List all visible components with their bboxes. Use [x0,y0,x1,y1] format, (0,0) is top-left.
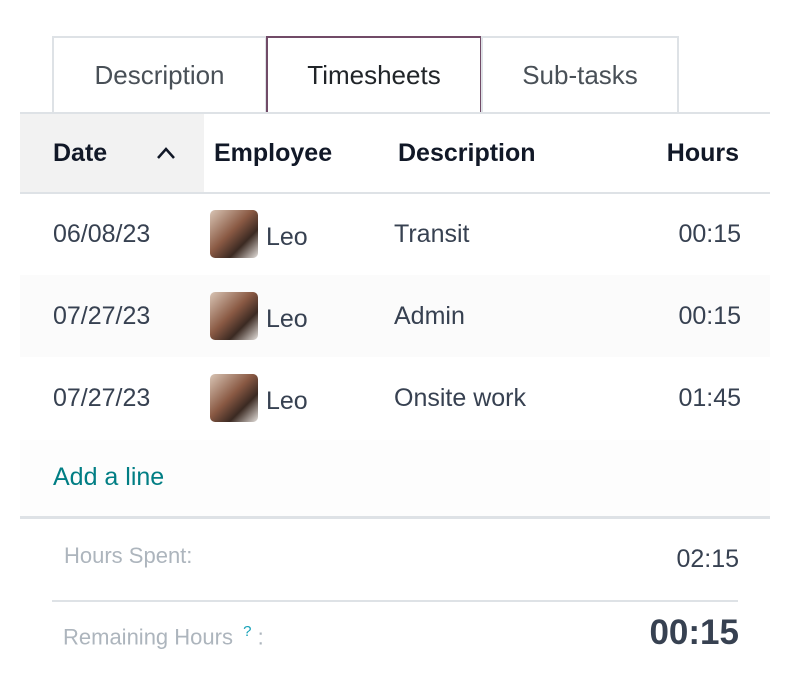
employee-name: Leo [266,386,308,415]
tab-sub-tasks[interactable]: Sub-tasks [481,36,679,113]
tab-description[interactable]: Description [52,36,267,113]
column-header-employee[interactable]: Employee [214,138,333,167]
colon: : [257,624,264,650]
add-a-line-link[interactable]: Add a line [53,463,165,491]
cell-employee: Leo [210,357,308,439]
table-row[interactable]: 07/27/23 Leo Onsite work 01:45 [20,357,770,439]
cell-hours: 00:15 [678,301,741,330]
hours-spent-label: Hours Spent: [64,543,193,568]
cell-date: 07/27/23 [53,383,151,412]
remaining-hours-value: 00:15 [649,613,739,652]
table-row[interactable]: 06/08/23 Leo Transit 00:15 [20,193,770,275]
cell-employee: Leo [210,275,308,357]
employee-name: Leo [266,304,308,333]
divider [20,112,770,114]
cell-date: 06/08/23 [53,219,151,248]
cell-description: Transit [394,219,470,248]
divider [20,516,770,519]
date-header-label: Date [53,138,108,167]
cell-hours: 00:15 [678,219,741,248]
cell-hours: 01:45 [678,383,741,412]
table-header: Date Employee Description Hours [20,114,770,192]
help-icon[interactable]: ? [243,623,252,640]
employee-name: Leo [266,222,308,251]
chevron-up-icon [157,147,175,159]
divider [20,192,770,194]
column-header-date[interactable]: Date [20,114,204,192]
cell-description: Admin [394,301,465,330]
column-header-description[interactable]: Description [398,138,536,167]
remaining-hours-text: Remaining Hours [63,624,233,650]
tab-timesheets[interactable]: Timesheets [266,36,482,113]
avatar [210,292,258,340]
divider [52,600,738,602]
remaining-hours-label: Remaining Hours ? : [63,623,264,650]
cell-description: Onsite work [394,383,526,412]
tab-bar: Description Timesheets Sub-tasks [52,36,679,113]
column-header-hours[interactable]: Hours [666,138,739,167]
cell-date: 07/27/23 [53,301,151,330]
hours-spent-value: 02:15 [676,545,739,573]
avatar [210,210,258,258]
table-row[interactable]: 07/27/23 Leo Admin 00:15 [20,275,770,357]
cell-employee: Leo [210,193,308,275]
avatar [210,374,258,422]
add-line-row [20,440,770,517]
